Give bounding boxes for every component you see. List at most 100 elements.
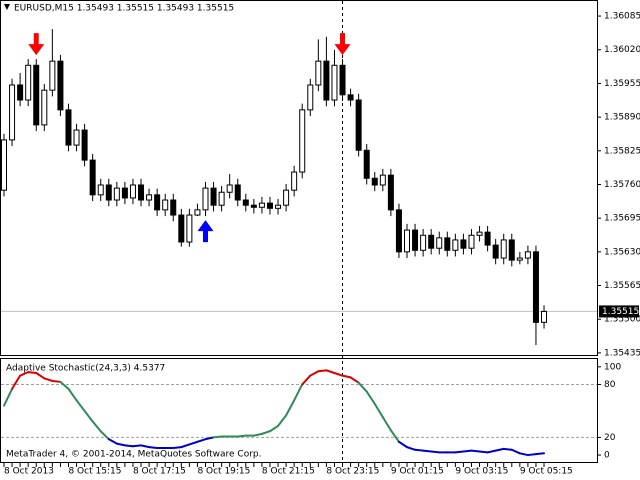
y-tick-label: 1.35825 <box>604 146 640 156</box>
oscillator-segment <box>317 369 328 373</box>
signal-arrow <box>334 33 351 56</box>
signal-arrow <box>197 220 214 243</box>
candle-body <box>436 237 443 249</box>
candle-body <box>81 129 88 161</box>
candle-body <box>242 199 249 206</box>
candle-body <box>275 204 282 209</box>
candle-body <box>97 184 104 196</box>
candle-body <box>307 84 314 111</box>
candle-body <box>331 64 338 101</box>
candle-body <box>412 229 419 251</box>
candle-body <box>202 187 209 211</box>
candle-body <box>476 231 483 236</box>
oscillator-segment <box>309 370 320 377</box>
oscillator-segment <box>486 449 497 454</box>
candle-body <box>218 191 225 206</box>
candle-body <box>291 171 298 191</box>
candle-body <box>363 149 370 179</box>
candle-body <box>105 184 112 201</box>
oscillator-segment <box>430 450 441 454</box>
y-tick-label: 80 <box>604 380 616 390</box>
candle-body <box>355 99 362 151</box>
candle-body <box>484 231 491 246</box>
y-tick-label: 1.36085 <box>604 12 640 22</box>
oscillator-segment <box>43 377 54 382</box>
header-icon <box>4 4 10 10</box>
candle-body <box>404 229 410 253</box>
y-tick-label: 1.35760 <box>604 180 640 190</box>
indicator-title: Adaptive Stochastic(24,3,3) 4.5377 <box>6 364 165 374</box>
oscillator-segment <box>3 387 14 407</box>
oscillator-segment <box>510 448 521 455</box>
oscillator-segment <box>115 442 126 447</box>
candle-body <box>234 184 241 201</box>
y-tick-label: 1.35695 <box>604 214 640 224</box>
candle-body <box>379 174 386 186</box>
oscillator-segment <box>188 440 199 446</box>
oscillator-segment <box>333 372 344 377</box>
y-tick-label: 100 <box>604 362 621 372</box>
candle-body <box>460 239 467 249</box>
candle-body <box>186 214 193 243</box>
candle-body <box>468 234 475 249</box>
oscillator-segment <box>123 444 134 448</box>
oscillator-segment <box>341 374 352 379</box>
oscillator-segment <box>325 369 336 374</box>
oscillator-segment <box>470 449 481 453</box>
candle-body <box>500 239 507 259</box>
oscillator-segment <box>414 448 425 452</box>
oscillator-segment <box>75 399 86 412</box>
candle-body <box>41 89 48 126</box>
oscillator-segment <box>27 371 38 374</box>
candle-body <box>17 84 24 101</box>
oscillator-segment <box>502 447 513 451</box>
oscillator-segment <box>252 432 263 437</box>
candle-body <box>315 60 322 86</box>
oscillator-segment <box>381 416 392 432</box>
candle-body <box>89 159 96 196</box>
candle-body <box>146 194 153 201</box>
y-tick-label: 0 <box>604 451 610 461</box>
candle-body <box>113 187 120 201</box>
candle-body <box>387 174 394 211</box>
oscillator-segment <box>285 399 296 417</box>
candle-body <box>492 244 499 259</box>
x-tick-label: 9 Oct 03:15 <box>455 467 508 477</box>
oscillator-segment <box>494 447 505 452</box>
oscillator-segment <box>99 430 110 441</box>
oscillator-segment <box>51 379 62 383</box>
candle-body <box>162 199 169 211</box>
oscillator-segment <box>83 409 94 423</box>
candle-body <box>266 202 273 209</box>
oscillator-segment <box>19 371 30 377</box>
x-tick-label: 9 Oct 01:15 <box>391 467 444 477</box>
oscillator-segment <box>389 429 400 443</box>
x-tick-label: 8 Oct 15:15 <box>68 467 121 477</box>
oscillator-segment <box>462 449 473 453</box>
candle-body <box>226 184 233 193</box>
candle-body <box>452 239 459 251</box>
symbol-header: EURUSD,M15 1.35493 1.35515 1.35493 1.355… <box>14 4 234 14</box>
oscillator-segment <box>212 435 223 439</box>
oscillator-segment <box>140 444 151 449</box>
oscillator-segment <box>277 414 288 427</box>
candle-body <box>283 189 290 206</box>
candle-body <box>178 214 185 243</box>
x-tick-label: 8 Oct 19:15 <box>197 467 250 477</box>
candle-body <box>508 239 515 261</box>
candle-body <box>57 60 64 111</box>
y-tick-label: 1.35890 <box>604 113 640 123</box>
oscillator-segment <box>406 446 417 451</box>
candle-body <box>339 64 346 96</box>
candle-body <box>33 64 40 126</box>
candle-body <box>420 234 427 251</box>
x-tick-label: 8 Oct 21:15 <box>262 467 315 477</box>
y-tick-label: 20 <box>604 433 616 443</box>
oscillator-segment <box>349 376 360 384</box>
x-tick-label: 8 Oct 17:15 <box>133 467 186 477</box>
candle-body <box>299 109 306 173</box>
oscillator-segment <box>148 446 159 449</box>
candle-body <box>323 60 330 101</box>
candle-body <box>210 187 217 206</box>
